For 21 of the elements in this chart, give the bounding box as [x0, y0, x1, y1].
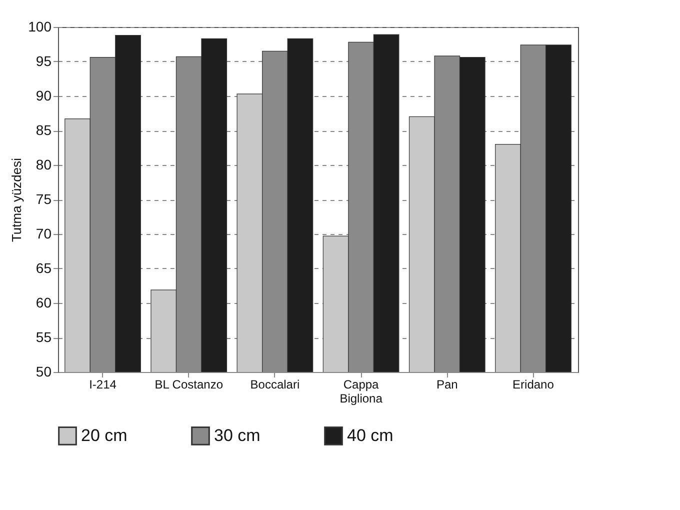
y-tick-label: 55 — [36, 329, 52, 345]
legend-label: 30 cm — [214, 426, 260, 445]
x-tick-label: Boccalari — [250, 378, 300, 392]
legend-label: 40 cm — [347, 426, 394, 445]
x-tick-label: I-214 — [89, 378, 117, 392]
y-tick-label: 85 — [36, 122, 52, 138]
y-tick-label: 95 — [36, 53, 52, 69]
y-tick-label: 60 — [36, 294, 52, 310]
x-tick-label: Eridano — [512, 378, 554, 392]
y-tick-label: 100 — [28, 18, 52, 34]
y-tick-label: 65 — [36, 260, 52, 276]
y-tick-label: 70 — [36, 226, 52, 242]
legend-label: 20 cm — [81, 426, 128, 445]
x-tick-label: BL Costanzo — [154, 378, 224, 392]
y-axis-title: Tutma yüzdesi — [9, 158, 24, 242]
y-tick-label: 75 — [36, 191, 52, 207]
y-tick-label: 50 — [36, 364, 52, 380]
y-tick-label: 90 — [36, 88, 52, 104]
x-tick-label: Cappa Bigliona — [340, 378, 383, 406]
y-tick-label: 80 — [36, 156, 52, 172]
x-tick-label: Pan — [436, 378, 458, 392]
